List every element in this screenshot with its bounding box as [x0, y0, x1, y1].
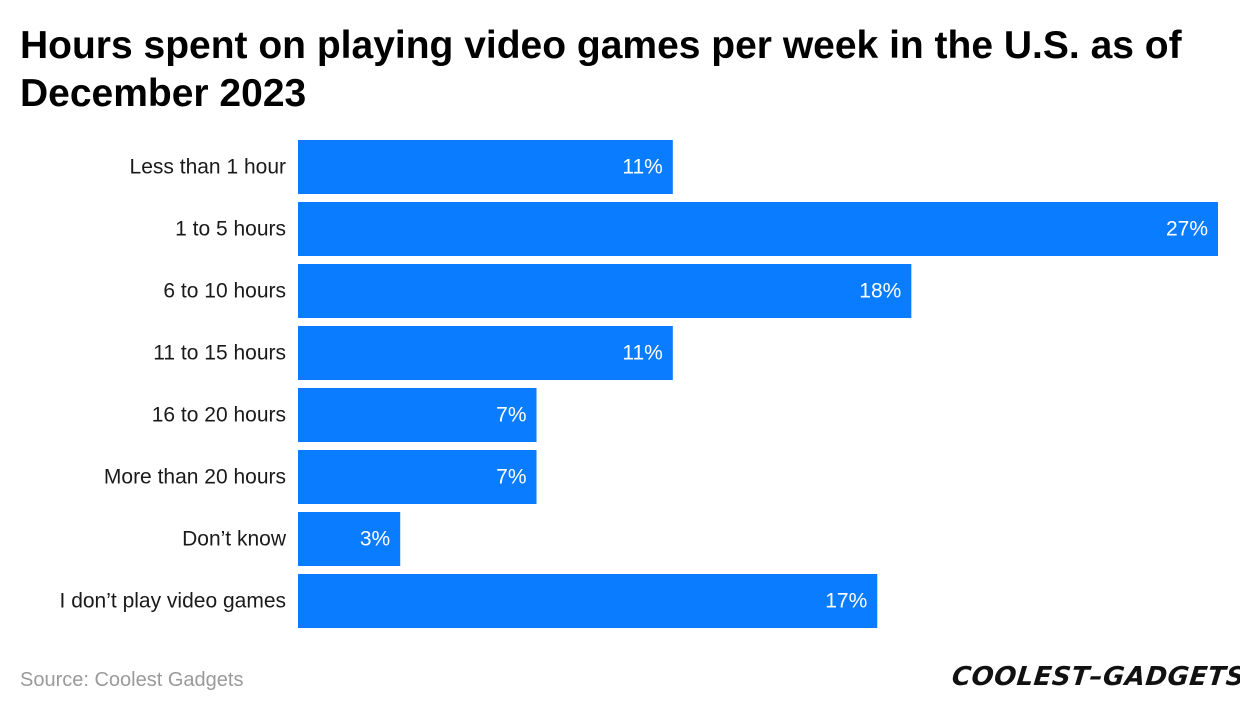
- bar: [298, 388, 537, 442]
- bar-group: Less than 1 hour 11%: [130, 140, 673, 194]
- bar-group: 6 to 10 hours 18%: [163, 264, 912, 318]
- bar: [298, 512, 401, 566]
- category-label: More than 20 hours: [104, 466, 286, 489]
- category-label: 1 to 5 hours: [175, 218, 286, 241]
- bar-group: 1 to 5 hours 27%: [175, 202, 1218, 256]
- data-label: 3%: [360, 528, 390, 551]
- category-label: I don’t play video games: [60, 590, 286, 613]
- data-label: 17%: [825, 590, 867, 613]
- data-label: 27%: [1166, 218, 1208, 241]
- bar-group: I don’t play video games 17%: [60, 574, 878, 628]
- bar-group: Don’t know 3%: [182, 512, 401, 566]
- category-label: 6 to 10 hours: [163, 280, 286, 303]
- bar-group: 16 to 20 hours 7%: [152, 388, 537, 442]
- brand-logo: COOLEST–GADGETS: [950, 662, 1240, 692]
- bar: [298, 264, 912, 318]
- category-label: Less than 1 hour: [130, 156, 286, 179]
- bar: [298, 450, 537, 504]
- category-label: 11 to 15 hours: [153, 342, 286, 365]
- category-label: 16 to 20 hours: [152, 404, 286, 427]
- bar: [298, 140, 673, 194]
- bar: [298, 326, 673, 380]
- bar-group: 11 to 15 hours 11%: [153, 326, 673, 380]
- source-note: Source: Coolest Gadgets: [20, 669, 244, 691]
- data-label: 7%: [496, 466, 526, 489]
- data-label: 7%: [496, 404, 526, 427]
- data-label: 18%: [859, 280, 901, 303]
- data-label: 11%: [622, 342, 662, 365]
- data-label: 11%: [622, 156, 662, 179]
- bar: [298, 574, 878, 628]
- bar-group: More than 20 hours 7%: [104, 450, 537, 504]
- category-label: Don’t know: [182, 528, 287, 551]
- bar: [298, 202, 1218, 256]
- chart-title: Hours spent on playing video games per w…: [20, 24, 1182, 115]
